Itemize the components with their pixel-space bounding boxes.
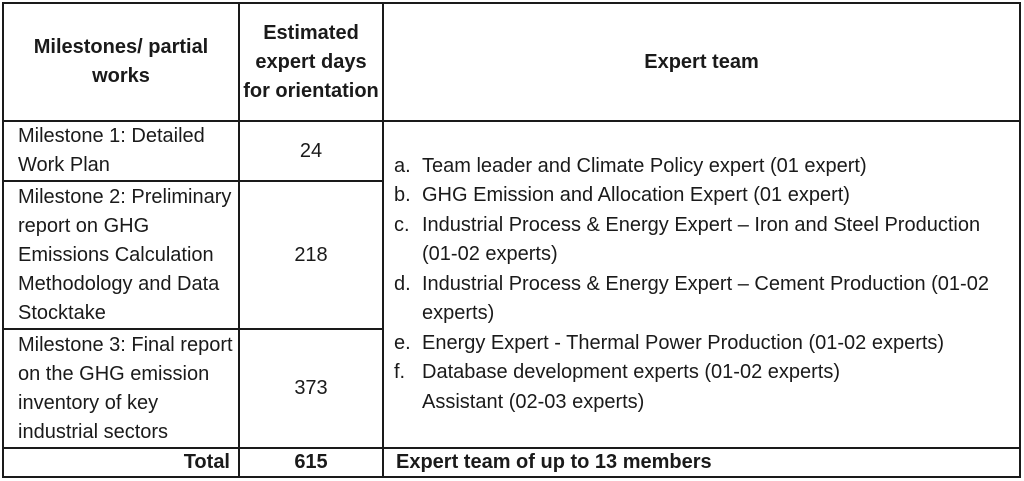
table-row: Milestone 2: Preliminary report on GHG E… bbox=[2, 180, 1020, 330]
list-item: a. Team leader and Climate Policy expert … bbox=[394, 154, 867, 177]
total-days: 615 bbox=[238, 447, 384, 478]
list-item: e. Energy Expert - Thermal Power Producti… bbox=[394, 331, 945, 354]
total-row: Total 615 Expert team of up to 13 member… bbox=[2, 447, 1021, 478]
days-2: 218 bbox=[238, 180, 384, 330]
header-days: Estimated expert days for orientation bbox=[238, 2, 384, 122]
expert-team-list: a. Team leader and Climate Policy expert … bbox=[394, 152, 1013, 388]
header-team: Expert team bbox=[382, 2, 1021, 122]
list-item: f. Database development experts (01-02 ex… bbox=[394, 361, 841, 384]
table-row: Milestone 3: Final report on the GHG emi… bbox=[2, 328, 1020, 449]
milestone-3: Milestone 3: Final report on the GHG emi… bbox=[2, 328, 240, 449]
days-1: 24 bbox=[238, 120, 384, 182]
list-item: c. Industrial Process & Energy Expert – I… bbox=[394, 213, 981, 266]
list-item: d. Industrial Process & Energy Expert – C… bbox=[394, 272, 989, 325]
milestone-1: Milestone 1: Detailed Work Plan bbox=[2, 120, 240, 182]
header-milestones: Milestones/ partial works bbox=[2, 2, 240, 122]
milestone-2: Milestone 2: Preliminary report on GHG E… bbox=[2, 180, 240, 330]
expert-team-cell: a. Team leader and Climate Policy expert … bbox=[382, 120, 1021, 449]
total-label: Total bbox=[2, 447, 240, 478]
list-item: b. GHG Emission and Allocation Expert (01… bbox=[394, 184, 850, 207]
table-row: Milestone 1: Detailed Work Plan 24 a. Tea… bbox=[2, 120, 1021, 449]
header-row: Milestones/ partial works Estimated expe… bbox=[2, 2, 1021, 122]
total-team: Expert team of up to 13 members bbox=[382, 447, 1021, 478]
assistant-line: Assistant (02-03 experts) bbox=[422, 390, 645, 413]
days-3: 373 bbox=[238, 328, 384, 449]
